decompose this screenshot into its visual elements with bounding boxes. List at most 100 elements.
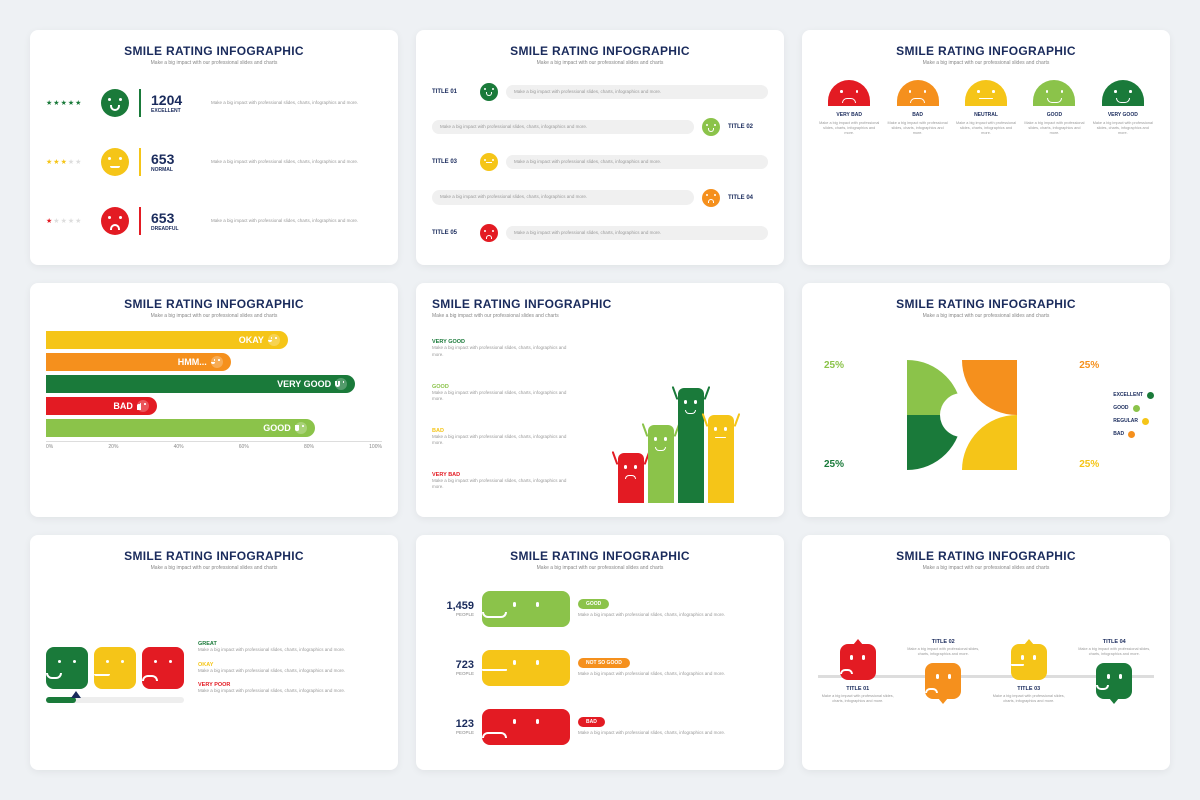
- title: SMILE RATING INFOGRAPHIC: [46, 549, 382, 563]
- face-icon: [101, 148, 129, 176]
- face-icon: [702, 189, 720, 207]
- legend-dot: [1133, 405, 1140, 412]
- face-icon: [482, 709, 570, 745]
- face-button[interactable]: [94, 647, 136, 689]
- count: 1,459: [432, 600, 474, 612]
- subtitle: Make a big impact with our professional …: [432, 60, 768, 66]
- badge: NOT SO GOOD: [578, 658, 630, 668]
- title: SMILE RATING INFOGRAPHIC: [818, 44, 1154, 58]
- face-icon: [925, 663, 961, 699]
- legend-item: GREATMake a big impact with professional…: [198, 641, 382, 653]
- desc: Make a big impact with professional slid…: [198, 647, 382, 653]
- label: DREADFUL: [151, 226, 201, 232]
- legend-item: VERY GOODMake a big impact with professi…: [432, 339, 573, 358]
- desc-pill: Make a big impact with professional slid…: [432, 190, 694, 204]
- face-button[interactable]: [46, 647, 88, 689]
- subtitle: Make a big impact with our professional …: [818, 60, 1154, 66]
- tube-character: [678, 388, 704, 503]
- count: 653: [151, 210, 201, 226]
- face-icon: [480, 83, 498, 101]
- tick: 80%: [304, 444, 314, 450]
- desc-pill: Make a big impact with professional slid…: [506, 155, 768, 169]
- rating-col: NEUTRAL Make a big impact with profession…: [955, 80, 1017, 136]
- rating-row: ★★★★★1204EXCELLENTMake a big impact with…: [46, 89, 382, 117]
- label: EXCELLENT: [151, 108, 201, 114]
- rating-row: ★★★★★653NORMALMake a big impact with pro…: [46, 148, 382, 176]
- row-title: TITLE 04: [728, 195, 768, 201]
- list-row: Make a big impact with professional slid…: [432, 189, 768, 207]
- desc: Make a big impact with professional slid…: [432, 390, 573, 403]
- legend-dot: [1142, 418, 1149, 425]
- card-6: SMILE RATING INFOGRAPHIC Make a big impa…: [802, 283, 1170, 518]
- label: BAD: [912, 112, 923, 118]
- list-row: Make a big impact with professional slid…: [432, 224, 768, 242]
- face-icon: [482, 650, 570, 686]
- desc: Make a big impact with professional slid…: [818, 121, 880, 136]
- face-icon: [335, 378, 347, 390]
- list-row: Make a big impact with professional slid…: [432, 118, 768, 136]
- desc: Make a big impact with professional slid…: [578, 730, 768, 736]
- legend-item: GOOD: [1113, 405, 1154, 412]
- face-icon: [480, 153, 498, 171]
- legend-item: OKAYMake a big impact with professional …: [198, 662, 382, 674]
- card-4: SMILE RATING INFOGRAPHIC Make a big impa…: [30, 283, 398, 518]
- people-label: PEOPLE: [432, 671, 474, 676]
- card-1: SMILE RATING INFOGRAPHIC Make a big impa…: [30, 30, 398, 265]
- legend-item: VERY BADMake a big impact with professio…: [432, 472, 573, 491]
- bar-label: OKAY: [239, 335, 264, 345]
- list-row: Make a big impact with professional slid…: [432, 153, 768, 171]
- badge: GOOD: [578, 599, 609, 609]
- desc: Make a big impact with professional slid…: [198, 688, 382, 694]
- tick: 100%: [369, 444, 382, 450]
- donut-quad: [962, 360, 1017, 415]
- face-icon: [211, 356, 223, 368]
- card-5: SMILE RATING INFOGRAPHIC Make a big impa…: [416, 283, 784, 518]
- bar-label: BAD: [113, 401, 133, 411]
- legend-item: BADMake a big impact with professional s…: [432, 428, 573, 447]
- bar: OKAY: [46, 331, 288, 349]
- title: SMILE RATING INFOGRAPHIC: [432, 549, 768, 563]
- pct: 25%: [824, 459, 844, 470]
- desc: Make a big impact with professional slid…: [1023, 121, 1085, 136]
- bar-label: HMM...: [178, 357, 207, 367]
- desc-pill: Make a big impact with professional slid…: [432, 120, 694, 134]
- subtitle: Make a big impact with our professional …: [818, 313, 1154, 319]
- legend-item: BAD: [1113, 431, 1154, 438]
- face-icon: [137, 400, 149, 412]
- stars: ★★★★★: [46, 99, 91, 107]
- desc: Make a big impact with professional slid…: [198, 668, 382, 674]
- label: NEUTRAL: [974, 112, 998, 118]
- face-button[interactable]: [142, 647, 184, 689]
- label: NORMAL: [151, 167, 201, 173]
- row-title: TITLE 01: [432, 89, 472, 95]
- label: VERY BAD: [836, 112, 862, 118]
- desc: Make a big impact with professional slid…: [432, 434, 573, 447]
- face-icon: [101, 89, 129, 117]
- card-7: SMILE RATING INFOGRAPHIC Make a big impa…: [30, 535, 398, 770]
- timeline-item: TITLE 04Make a big impact with professio…: [1075, 639, 1155, 704]
- rating-row: ★★★★★653DREADFULMake a big impact with p…: [46, 207, 382, 235]
- desc: Make a big impact with professional slid…: [211, 100, 382, 106]
- bar: BAD: [46, 397, 157, 415]
- donut-quad: [907, 415, 962, 470]
- desc: Make a big impact with professional slid…: [578, 612, 768, 618]
- slider[interactable]: [46, 697, 184, 703]
- subtitle: Make a big impact with our professional …: [432, 313, 768, 319]
- face-icon: [480, 224, 498, 242]
- desc: Make a big impact with professional slid…: [955, 121, 1017, 136]
- legend-label: REGULAR: [1113, 418, 1138, 424]
- face-icon: [840, 644, 876, 680]
- bar: GOOD: [46, 419, 315, 437]
- legend-label: BAD: [1113, 431, 1124, 437]
- subtitle: Make a big impact with our professional …: [432, 565, 768, 571]
- title: SMILE RATING INFOGRAPHIC: [46, 297, 382, 311]
- count: 723: [432, 659, 474, 671]
- tick: 0%: [46, 444, 53, 450]
- people-label: PEOPLE: [432, 730, 474, 735]
- title: SMILE RATING INFOGRAPHIC: [818, 549, 1154, 563]
- face-icon: [295, 422, 307, 434]
- desc: Make a big impact with professional slid…: [432, 478, 573, 491]
- subtitle: Make a big impact with our professional …: [46, 565, 382, 571]
- face-icon: [482, 591, 570, 627]
- legend-item: REGULAR: [1113, 418, 1154, 425]
